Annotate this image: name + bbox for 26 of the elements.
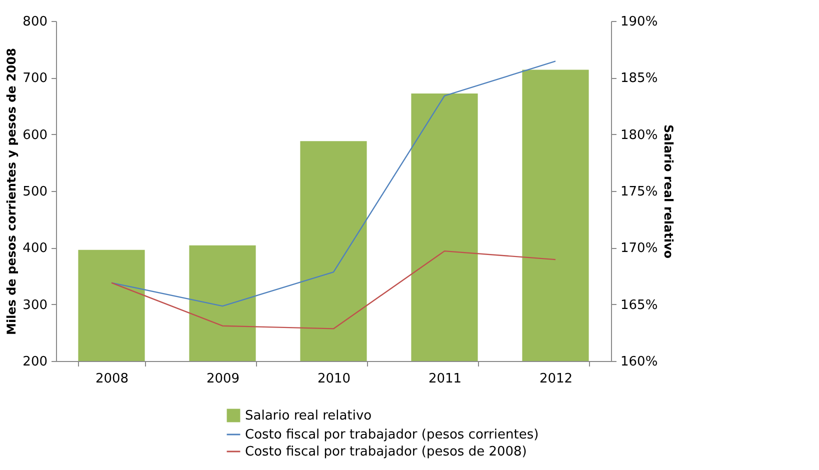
legend-label: Costo fiscal por trabajador (pesos de 2008) (245, 444, 527, 460)
y-tick-label: 200 (22, 354, 48, 370)
x-tick-label: 2012 (539, 372, 573, 386)
y-tick-label: 800 (22, 14, 48, 30)
y-axis-title: Miles de pesos corrientes y pesos de 2008 (4, 48, 19, 335)
y2-tick-label: 160% (620, 354, 658, 370)
y-tick-label: 700 (22, 71, 48, 86)
y2-tick-label: 185% (620, 71, 658, 86)
y2-axis-title: Salario real relativo (662, 124, 676, 259)
x-tick-label: 2010 (317, 372, 351, 386)
legend-label: Costo fiscal por trabajador (pesos corrientes) (245, 428, 539, 442)
y2-tick-label: 180% (620, 128, 658, 143)
y2-tick-label: 170% (620, 241, 658, 256)
y2-tick-label: 165% (620, 298, 658, 313)
y-tick-label: 400 (22, 241, 48, 256)
y2-tick-label: 190% (620, 14, 658, 30)
y-tick-label: 500 (22, 184, 48, 200)
legend-label: Salario real relativo (245, 408, 372, 424)
line-series (110, 60, 556, 307)
y2-tick-label: 175% (620, 184, 658, 200)
y-tick-label: 300 (22, 298, 48, 313)
x-tick-label: 2009 (206, 372, 240, 386)
x-tick-label: 2008 (95, 372, 129, 386)
line-series (110, 250, 556, 330)
y-tick-label: 600 (22, 128, 48, 143)
x-tick-label: 2011 (428, 372, 462, 386)
